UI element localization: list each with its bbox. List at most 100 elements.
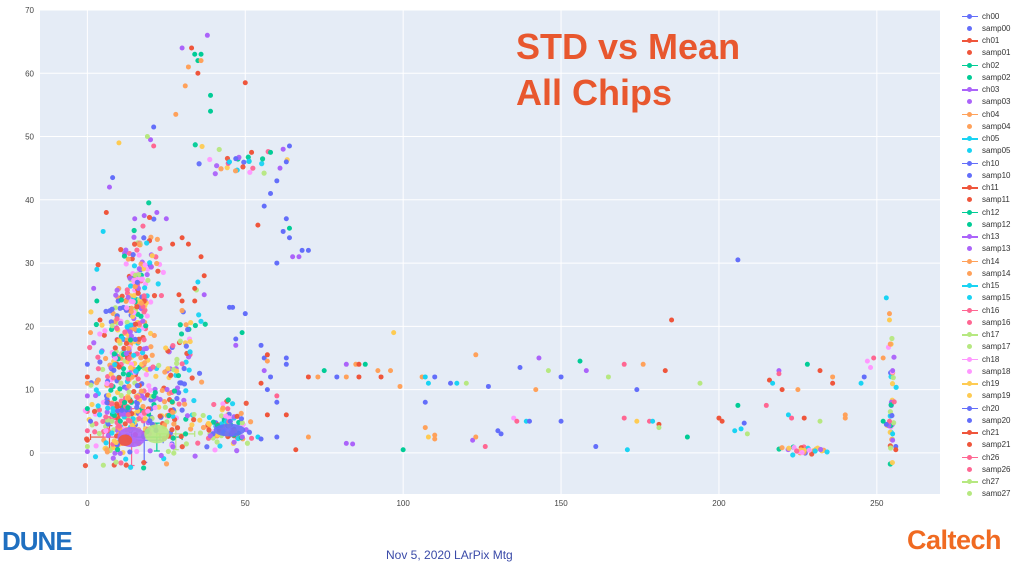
legend-item-ch21[interactable]: ch21 [958, 427, 1022, 439]
legend-label: ch16 [982, 305, 1000, 315]
legend-item-samp11[interactable]: samp11 [958, 194, 1022, 206]
cluster-3-point-47 [132, 241, 138, 247]
legend-item-samp05[interactable]: samp05 [958, 145, 1022, 157]
legend-label: ch10 [982, 158, 1000, 168]
scatter-point-37 [290, 254, 296, 260]
legend-item-samp10[interactable]: samp10 [958, 169, 1022, 181]
scatter-point-47 [163, 216, 169, 222]
legend-item-samp20[interactable]: samp20 [958, 414, 1022, 426]
cluster-9-point-16 [227, 418, 233, 424]
legend-item-samp27[interactable]: samp27 [958, 488, 1022, 496]
cluster-2-point-127 [128, 309, 134, 315]
legend-item-samp12[interactable]: samp12 [958, 218, 1022, 230]
legend-item-ch05[interactable]: ch05 [958, 133, 1022, 145]
scatter-point-5 [198, 51, 204, 57]
legend-item-ch14[interactable]: ch14 [958, 255, 1022, 267]
legend-item-ch12[interactable]: ch12 [958, 206, 1022, 218]
scatter-point-148 [583, 368, 589, 374]
scatter-point-2 [189, 45, 195, 51]
cluster-1-point-18 [103, 414, 109, 420]
scatter-point-15 [148, 137, 154, 143]
legend-item-samp21[interactable]: samp21 [958, 439, 1022, 451]
legend-item-samp13[interactable]: samp13 [958, 243, 1022, 255]
legend-item-samp02[interactable]: samp02 [958, 71, 1022, 83]
scatter-point-17 [144, 134, 150, 140]
cluster-6-point-8 [191, 397, 197, 404]
cluster-3-point-11 [118, 247, 124, 253]
legend-item-ch01[interactable]: ch01 [958, 35, 1022, 47]
cluster-1-point-53 [121, 411, 127, 417]
scatter-point-182 [801, 415, 807, 421]
cluster-12-point-17 [250, 165, 256, 171]
legend-item-ch13[interactable]: ch13 [958, 231, 1022, 243]
legend-item-samp18[interactable]: samp18 [958, 365, 1022, 377]
legend-symbol-icon [958, 158, 982, 168]
legend-item-ch03[interactable]: ch03 [958, 84, 1022, 96]
legend-item-samp03[interactable]: samp03 [958, 96, 1022, 108]
legend-item-ch19[interactable]: ch19 [958, 378, 1022, 390]
legend-item-samp01[interactable]: samp01 [958, 47, 1022, 59]
dense-blobs [117, 423, 246, 448]
cluster-8-point-55 [239, 434, 245, 440]
cluster-12-point-20 [196, 161, 202, 167]
cluster-12-point-0 [224, 165, 230, 171]
legend-item-samp00[interactable]: samp00 [958, 22, 1022, 34]
scatter-point-109 [356, 361, 362, 367]
scatter-point-38 [274, 260, 280, 266]
cluster-2-point-86 [127, 329, 133, 335]
cluster-5-point-40 [197, 417, 203, 423]
legend-item-ch15[interactable]: ch15 [958, 280, 1022, 292]
cluster-0-point-97 [96, 430, 102, 437]
legend-marker-icon [967, 368, 972, 374]
cluster-3-point-7 [139, 276, 146, 282]
cluster-4-point-16 [114, 403, 120, 409]
legend-item-ch11[interactable]: ch11 [958, 182, 1022, 194]
legend-item-samp14[interactable]: samp14 [958, 267, 1022, 279]
x-tick-label-250: 250 [870, 499, 884, 508]
legend-item-samp17[interactable]: samp17 [958, 341, 1022, 353]
legend-symbol-icon [958, 354, 982, 364]
cluster-4-point-58 [117, 386, 123, 392]
legend-item-ch17[interactable]: ch17 [958, 329, 1022, 341]
cluster-3-point-10 [131, 227, 137, 234]
legend-item-samp26[interactable]: samp26 [958, 463, 1022, 475]
legend-symbol-icon [958, 36, 982, 46]
cluster-12-point-25 [259, 156, 266, 162]
legend-item-ch20[interactable]: ch20 [958, 402, 1022, 414]
cluster-11-point-17 [809, 451, 815, 457]
legend-item-ch10[interactable]: ch10 [958, 157, 1022, 169]
legend-item-samp15[interactable]: samp15 [958, 292, 1022, 304]
legend-item-ch02[interactable]: ch02 [958, 59, 1022, 71]
scatter-point-201 [883, 421, 889, 427]
legend-item-ch26[interactable]: ch26 [958, 451, 1022, 463]
scatter-point-158 [650, 418, 656, 424]
legend-item-ch18[interactable]: ch18 [958, 353, 1022, 365]
legend-label: samp12 [982, 219, 1011, 229]
legend-item-samp19[interactable]: samp19 [958, 390, 1022, 402]
cluster-10-point-21 [887, 445, 894, 451]
cluster-6-point-17 [178, 331, 185, 337]
y-tick-label-30: 30 [25, 259, 34, 268]
cluster-10-point-18 [889, 459, 895, 466]
scatter-point-50 [185, 241, 191, 247]
legend-label: samp13 [982, 244, 1011, 254]
legend-item-samp16[interactable]: samp16 [958, 316, 1022, 328]
legend-item-ch00[interactable]: ch00 [958, 10, 1022, 22]
cluster-2-point-126 [138, 313, 144, 319]
scatter-point-153 [624, 447, 630, 453]
legend-marker-icon [967, 148, 972, 154]
legend-item-ch04[interactable]: ch04 [958, 108, 1022, 120]
scatter-point-28 [268, 190, 274, 196]
cluster-3-point-49 [131, 263, 138, 269]
cluster-3-point-53 [154, 236, 160, 242]
cluster-3-point-50 [121, 253, 128, 259]
legend-item-samp04[interactable]: samp04 [958, 120, 1022, 132]
cluster-1-point-20 [146, 383, 152, 389]
legend-marker-icon [967, 405, 972, 411]
scatter-point-67 [84, 393, 90, 399]
chart-legend[interactable]: ch00 samp00 ch01 samp01 ch02 samp02 ch03 samp03… [958, 10, 1022, 496]
legend-label: samp10 [982, 170, 1011, 180]
cluster-6-point-7 [182, 401, 188, 407]
legend-item-ch27[interactable]: ch27 [958, 476, 1022, 488]
legend-item-ch16[interactable]: ch16 [958, 304, 1022, 316]
